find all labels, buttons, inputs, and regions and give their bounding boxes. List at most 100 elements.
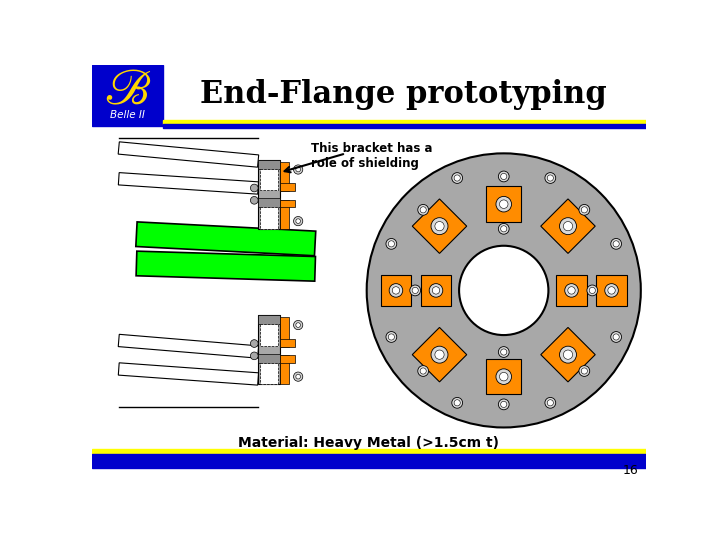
Circle shape	[563, 221, 572, 231]
Circle shape	[251, 184, 258, 192]
Polygon shape	[136, 251, 315, 281]
Circle shape	[388, 241, 395, 247]
Polygon shape	[486, 359, 521, 394]
Text: 16: 16	[623, 464, 639, 477]
Circle shape	[498, 224, 509, 234]
Bar	[279, 355, 295, 363]
Circle shape	[386, 332, 397, 342]
Bar	[163, 120, 647, 124]
Bar	[279, 318, 289, 347]
Bar	[258, 315, 279, 384]
Circle shape	[294, 165, 303, 174]
Circle shape	[605, 284, 618, 297]
Polygon shape	[381, 275, 411, 306]
Circle shape	[547, 400, 554, 406]
Bar	[258, 354, 279, 363]
Bar	[279, 200, 295, 207]
Circle shape	[420, 368, 426, 374]
Circle shape	[500, 349, 507, 355]
Circle shape	[563, 350, 572, 359]
Circle shape	[613, 241, 619, 247]
Circle shape	[418, 205, 428, 215]
Circle shape	[420, 207, 426, 213]
Circle shape	[410, 285, 420, 296]
Circle shape	[412, 287, 418, 294]
Circle shape	[613, 334, 619, 340]
Bar	[163, 124, 647, 128]
Circle shape	[589, 287, 595, 294]
Circle shape	[500, 173, 507, 179]
Text: End-Flange prototyping: End-Flange prototyping	[200, 78, 607, 110]
Bar	[258, 159, 279, 229]
Polygon shape	[420, 275, 451, 306]
Circle shape	[559, 346, 577, 363]
Circle shape	[431, 218, 448, 235]
Polygon shape	[118, 334, 258, 358]
Bar	[279, 339, 295, 347]
Bar	[258, 198, 279, 207]
Polygon shape	[556, 275, 587, 306]
Text: Belle II: Belle II	[109, 110, 145, 120]
Bar	[279, 355, 289, 384]
Circle shape	[251, 197, 258, 204]
Circle shape	[452, 173, 462, 184]
Polygon shape	[118, 173, 258, 194]
Circle shape	[452, 397, 462, 408]
Text: $\mathscr{B}$: $\mathscr{B}$	[104, 66, 150, 114]
Circle shape	[498, 171, 509, 182]
Circle shape	[388, 334, 395, 340]
Circle shape	[296, 167, 300, 172]
Circle shape	[559, 218, 577, 235]
Circle shape	[547, 175, 554, 181]
Polygon shape	[596, 275, 627, 306]
Circle shape	[545, 397, 556, 408]
Circle shape	[611, 239, 621, 249]
Bar	[258, 159, 279, 168]
Circle shape	[251, 352, 258, 360]
Circle shape	[296, 374, 300, 379]
Circle shape	[496, 369, 511, 384]
Circle shape	[545, 173, 556, 184]
Circle shape	[294, 217, 303, 226]
Circle shape	[500, 226, 507, 232]
Circle shape	[611, 332, 621, 342]
Circle shape	[587, 285, 598, 296]
Circle shape	[418, 366, 428, 376]
Circle shape	[568, 287, 575, 294]
Bar	[260, 325, 278, 346]
Bar	[279, 200, 289, 229]
Polygon shape	[136, 222, 316, 256]
Text: Material: Heavy Metal (>1.5cm t): Material: Heavy Metal (>1.5cm t)	[238, 436, 500, 450]
Circle shape	[435, 350, 444, 359]
Circle shape	[500, 200, 508, 208]
Bar	[260, 363, 278, 384]
Circle shape	[500, 401, 507, 408]
Circle shape	[390, 284, 402, 297]
Circle shape	[294, 372, 303, 381]
Text: This bracket has a
role of shielding: This bracket has a role of shielding	[311, 142, 433, 170]
Circle shape	[454, 400, 460, 406]
Polygon shape	[541, 327, 595, 382]
Circle shape	[392, 287, 400, 294]
Circle shape	[429, 284, 443, 297]
Circle shape	[431, 346, 448, 363]
Circle shape	[496, 197, 511, 212]
Bar	[258, 315, 279, 325]
Bar	[279, 184, 295, 191]
Bar	[279, 162, 289, 191]
Polygon shape	[541, 199, 595, 253]
Bar	[260, 168, 278, 190]
Circle shape	[366, 153, 641, 428]
Circle shape	[564, 284, 578, 297]
Circle shape	[251, 340, 258, 347]
Circle shape	[498, 347, 509, 357]
Polygon shape	[118, 142, 258, 167]
Circle shape	[386, 239, 397, 249]
Bar	[260, 207, 278, 229]
Circle shape	[435, 221, 444, 231]
Circle shape	[432, 287, 440, 294]
Polygon shape	[413, 199, 467, 253]
Circle shape	[579, 366, 590, 376]
Circle shape	[498, 399, 509, 410]
Polygon shape	[486, 186, 521, 222]
